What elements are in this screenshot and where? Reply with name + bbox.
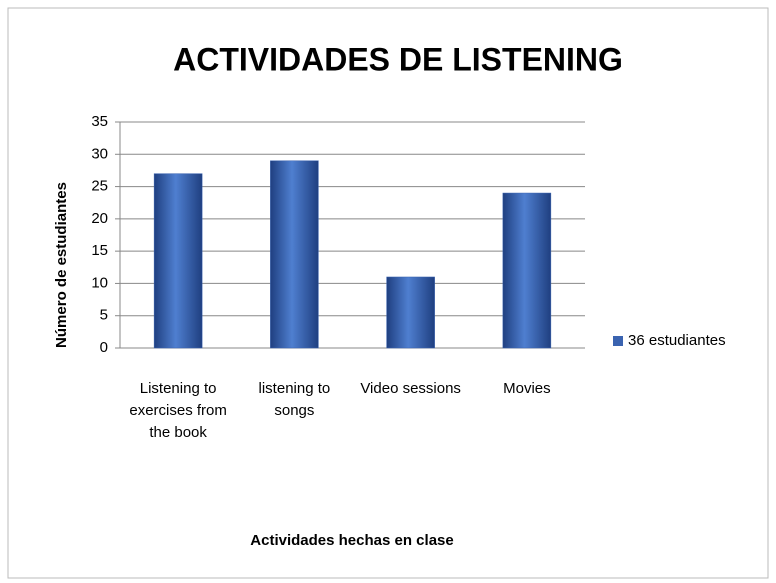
y-tick-label: 20 (91, 210, 108, 227)
y-axis-label: Número de estudiantes (53, 182, 70, 348)
bar (153, 173, 203, 349)
y-tick-label: 25 (91, 178, 108, 195)
y-tick-label: 15 (91, 242, 108, 259)
bar (386, 276, 435, 349)
y-tick-label: 35 (91, 113, 108, 130)
legend-swatch (613, 336, 623, 346)
legend-label: 36 estudiantes (628, 332, 726, 349)
x-tick-label: listening to songs (258, 380, 331, 419)
y-tick-label: 5 (100, 307, 108, 324)
bar (270, 160, 319, 349)
x-tick-label: Video sessions (360, 380, 461, 397)
y-tick-label: 30 (91, 145, 108, 162)
x-axis-label: Actividades hechas en clase (250, 532, 453, 549)
bar (502, 192, 552, 349)
chart-title: ACTIVIDADES DE LISTENING (173, 41, 623, 77)
y-tick-label: 10 (91, 274, 108, 291)
x-tick-label: Movies (503, 380, 551, 397)
y-tick-label: 0 (100, 339, 108, 356)
x-tick-label: Listening to exercises from the book (129, 380, 227, 441)
